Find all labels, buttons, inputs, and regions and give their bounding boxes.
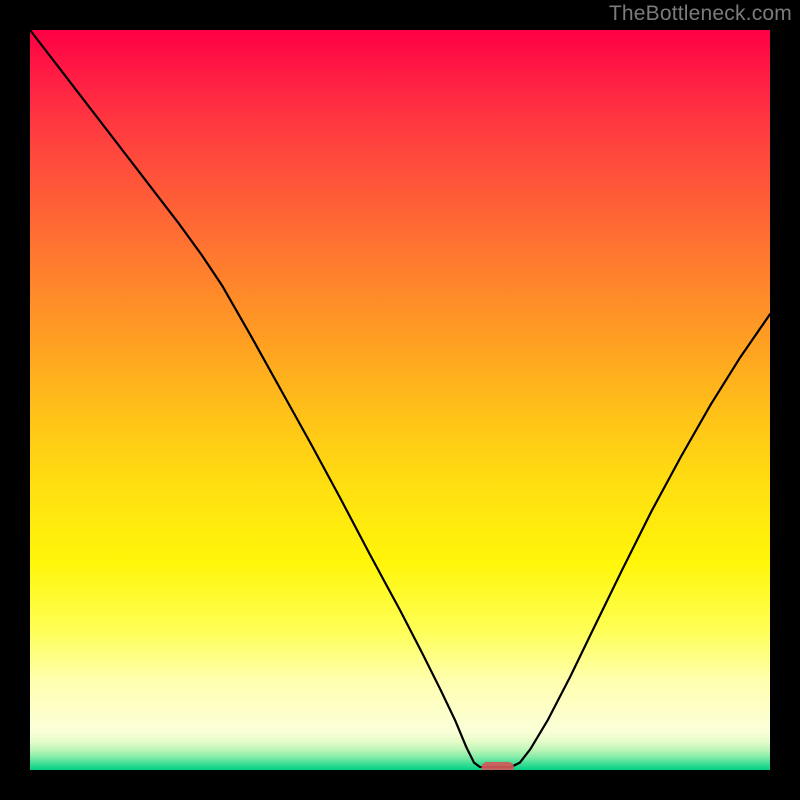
optimal-marker bbox=[481, 762, 514, 770]
watermark-text: TheBottleneck.com bbox=[609, 2, 792, 26]
chart-frame: TheBottleneck.com bbox=[0, 0, 800, 800]
chart-svg bbox=[30, 30, 770, 770]
chart-plot-area bbox=[30, 30, 770, 770]
gradient-background bbox=[30, 30, 770, 770]
